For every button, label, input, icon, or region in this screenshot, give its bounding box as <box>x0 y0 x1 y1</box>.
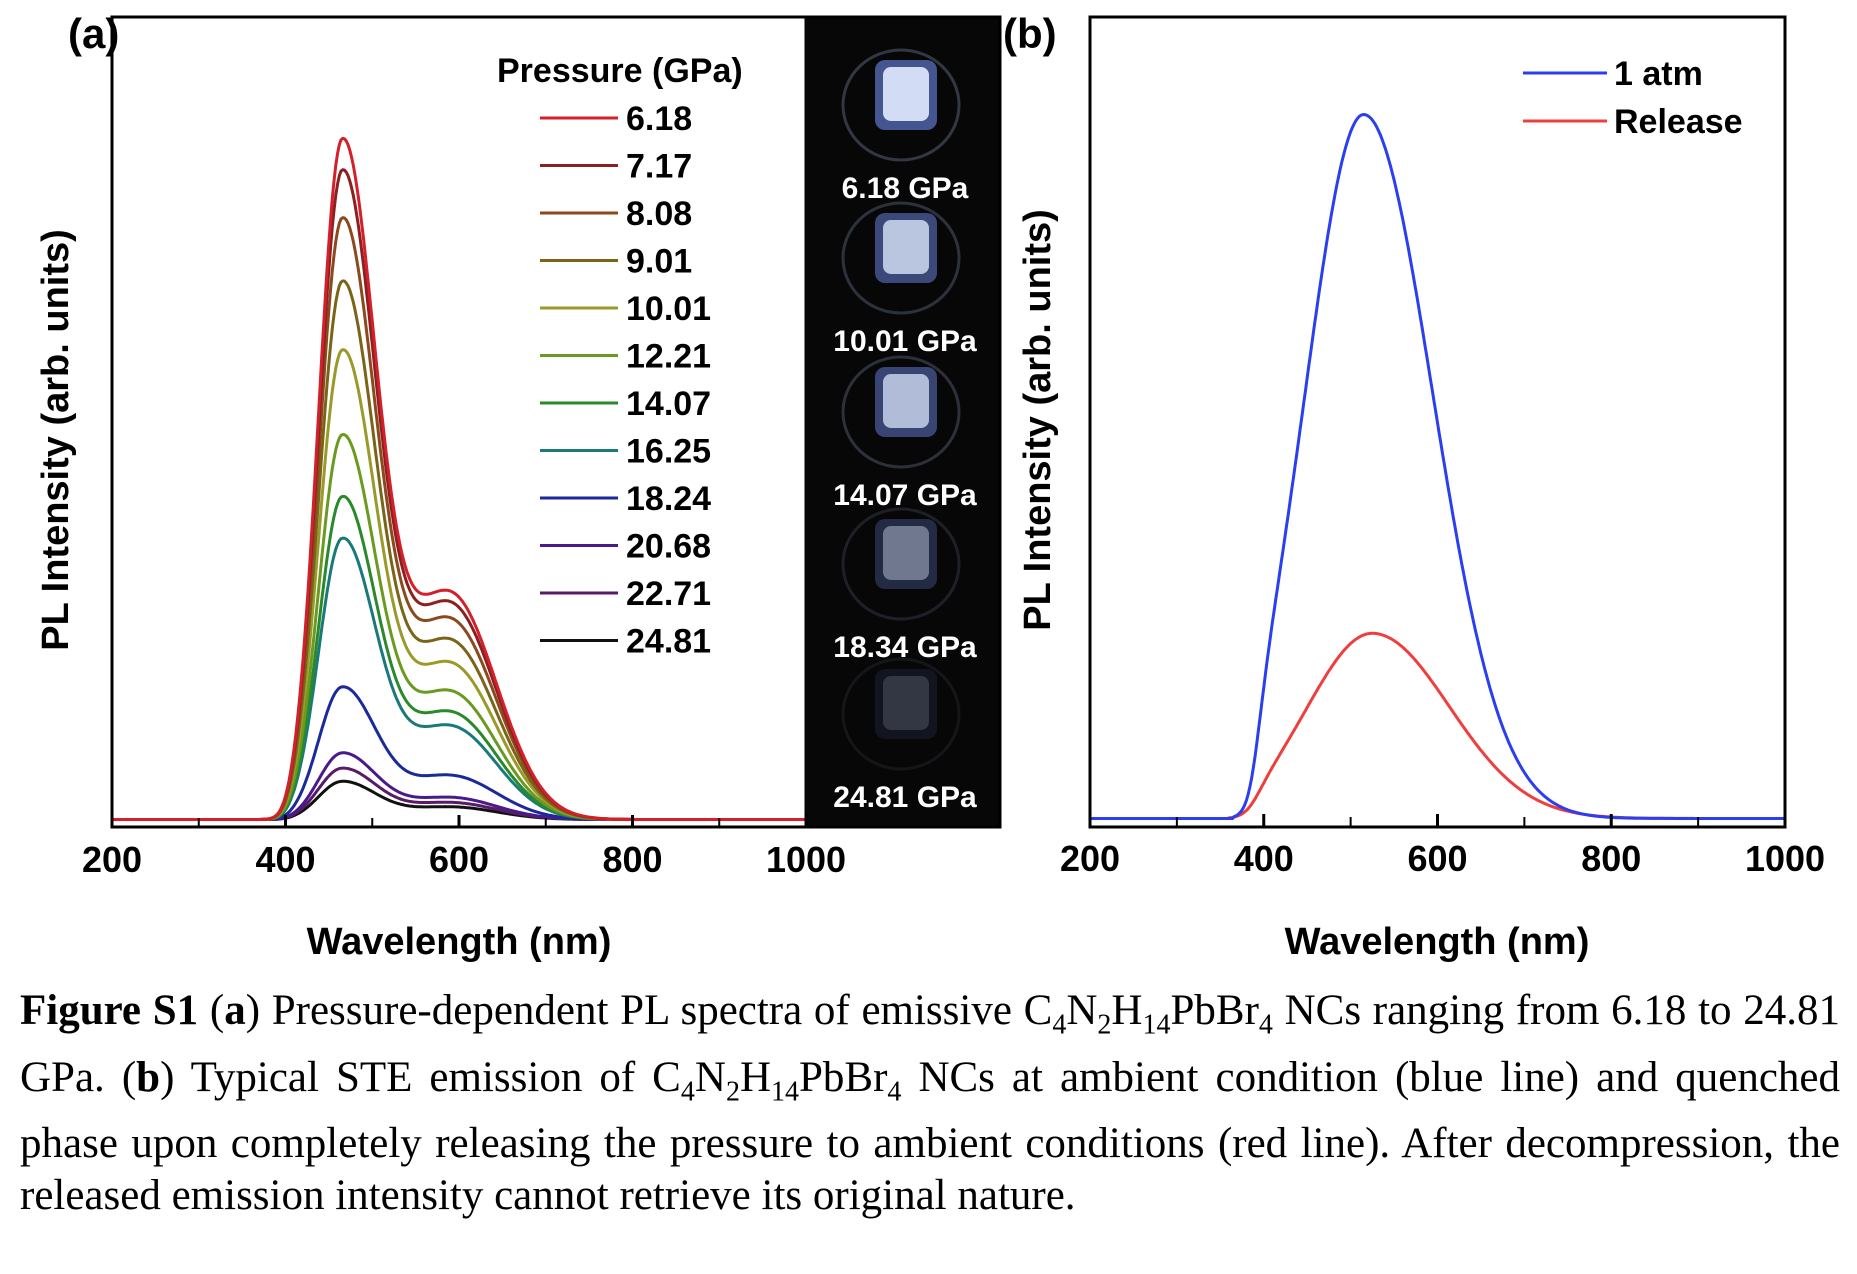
curves-a <box>112 136 806 821</box>
x-axis-label-b: Wavelength (nm) <box>1285 921 1590 963</box>
legend-label-22.71: 22.71 <box>626 575 711 613</box>
legend-label-7.17: 7.17 <box>626 148 692 186</box>
caption-text-b-post: NCs at ambient condition (blue line) and… <box>20 1053 1840 1220</box>
x-tick-label: 1000 <box>766 839 846 880</box>
x-tick-label: 600 <box>1407 838 1467 879</box>
x-tick-label: 400 <box>1234 838 1294 879</box>
series-line-24.81 <box>112 779 806 821</box>
dac-ring <box>841 507 961 621</box>
panel-label-a: (a) <box>68 10 119 57</box>
emission-core <box>883 220 929 274</box>
caption-a-label: a <box>224 987 246 1034</box>
series-line-6.18 <box>112 136 806 821</box>
legend-label-12.21: 12.21 <box>626 338 711 376</box>
figure-caption: Figure S1 (a) Pressure-dependent PL spec… <box>20 987 1841 1220</box>
caption-figure-label: Figure S1 <box>20 987 199 1034</box>
curves-b <box>1090 112 1785 820</box>
legend-title: Pressure (GPa) <box>497 52 743 90</box>
x-tick-label: 800 <box>1581 838 1641 879</box>
inset-label: 24.81 GPa <box>833 781 977 814</box>
caption-b-label: b <box>136 1053 161 1101</box>
x-tick-label: 200 <box>82 839 142 880</box>
panel-a: 6.18 GPa 10.01 GPa 14.07 GPa 18.34 GPa 24.81… <box>35 10 1002 963</box>
inset-label: 6.18 GPa <box>842 172 969 205</box>
caption-text-b-pre: ) Typical STE emission of C <box>160 1053 681 1101</box>
legend-a: Pressure (GPa) 6.18 7.17 8.08 9.01 10.01 12.2… <box>497 52 743 661</box>
legend-label-b: 1 atm <box>1614 55 1703 93</box>
legend-label-8.08: 8.08 <box>626 195 692 233</box>
series-line-1-atm <box>1090 112 1785 820</box>
panel-b: 200 400 600 800 1000 1 atm Release (b) Wavele… <box>1003 10 1825 963</box>
legend-label-14.07: 14.07 <box>626 385 711 423</box>
series-line-Release <box>1090 631 1785 820</box>
dac-ring <box>841 201 961 315</box>
dac-ring <box>841 657 961 771</box>
legend-label-9.01: 9.01 <box>626 243 692 281</box>
inset-photos: 6.18 GPa 10.01 GPa 14.07 GPa 18.34 GPa 24.81… <box>833 48 977 814</box>
plot-frame-b <box>1088 15 1787 829</box>
emission-core <box>883 374 929 428</box>
x-tick-label: 1000 <box>1745 838 1825 879</box>
x-axis-ticks-b: 200 400 600 800 1000 <box>1060 814 1825 879</box>
x-tick-label: 400 <box>255 839 315 880</box>
x-tick-label: 200 <box>1060 838 1120 879</box>
inset-label: 14.07 GPa <box>833 479 977 512</box>
legend-label-b: Release <box>1614 103 1743 141</box>
emission-glow <box>875 519 937 589</box>
panel-label-b: (b) <box>1003 10 1057 57</box>
emission-core <box>883 526 929 580</box>
legend-label-6.18: 6.18 <box>626 100 692 138</box>
legend-label-18.24: 18.24 <box>626 480 711 518</box>
inset-label: 18.34 GPa <box>833 631 977 664</box>
x-tick-label: 600 <box>429 839 489 880</box>
emission-core <box>883 676 929 730</box>
legend-label-16.25: 16.25 <box>626 433 711 471</box>
legend-label-24.81: 24.81 <box>626 623 711 661</box>
x-tick-label: 800 <box>602 839 662 880</box>
y-axis-label-b: PL Intensity (arb. units) <box>1017 209 1059 631</box>
legend-b: 1 atm Release <box>1523 55 1743 141</box>
caption-text-a-post: NCs ranging from 6.18 to 24.81 GPa. ( <box>20 987 1841 1101</box>
series-line-18.24 <box>112 685 806 821</box>
inset-label: 10.01 GPa <box>833 325 977 358</box>
y-axis-label-a: PL Intensity (arb. units) <box>35 229 77 651</box>
emission-core <box>883 67 929 121</box>
dac-ring <box>841 48 961 162</box>
legend-label-20.68: 20.68 <box>626 528 711 566</box>
x-axis-ticks-a: 200 400 600 800 1000 <box>82 815 846 880</box>
caption-text-a-pre: ) Pressure-dependent PL spectra of emiss… <box>245 987 1053 1034</box>
legend-label-10.01: 10.01 <box>626 290 711 328</box>
x-axis-label-a: Wavelength (nm) <box>307 921 612 963</box>
figure-canvas: 6.18 GPa 10.01 GPa 14.07 GPa 18.34 GPa 24.81… <box>35 10 1825 963</box>
dac-ring <box>841 355 961 469</box>
outer-frame-a <box>110 15 1002 829</box>
emission-glow <box>875 669 937 739</box>
series-line-20.68 <box>112 751 806 821</box>
